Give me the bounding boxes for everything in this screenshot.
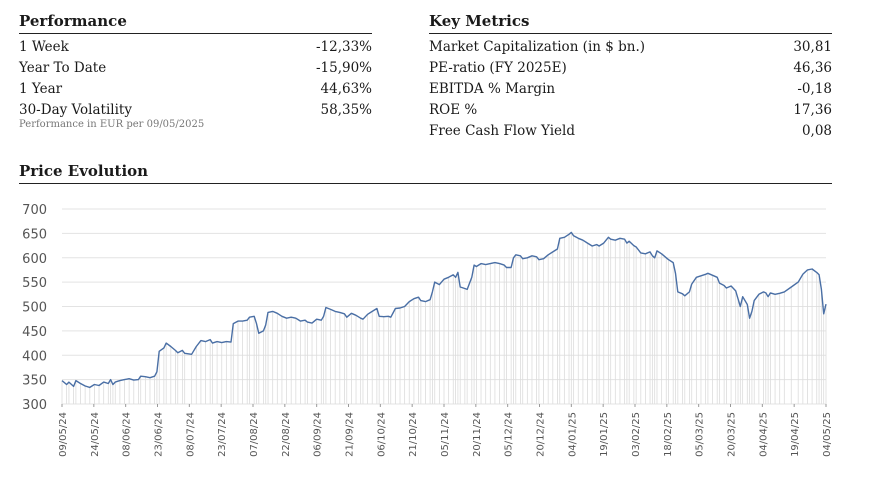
x-tick-label: 19/04/25 <box>790 412 801 457</box>
x-tick-label: 06/09/24 <box>313 412 324 457</box>
key-metrics-title: Key Metrics <box>429 12 832 34</box>
y-tick-label: 450 <box>22 325 47 340</box>
perf-label: 30-Day Volatility <box>19 102 132 118</box>
y-tick-label: 300 <box>22 398 47 413</box>
x-tick-label: 04/01/25 <box>567 412 578 457</box>
perf-row-volatility: 30-Day Volatility 58,35% <box>19 100 372 121</box>
metric-label: Free Cash Flow Yield <box>429 123 575 139</box>
metric-label: EBITDA % Margin <box>429 81 556 97</box>
x-tick-label: 18/02/25 <box>663 412 674 457</box>
metric-row-pe: PE-ratio (FY 2025E) 46,36 <box>429 58 832 79</box>
metric-label: ROE % <box>429 102 478 118</box>
metric-value: 46,36 <box>793 60 832 76</box>
x-tick-label: 20/03/25 <box>727 412 738 457</box>
metric-label: PE-ratio (FY 2025E) <box>429 60 567 76</box>
x-tick-label: 03/02/25 <box>631 412 642 457</box>
x-tick-label: 07/08/24 <box>249 412 260 457</box>
x-tick-label: 05/11/24 <box>440 412 451 457</box>
y-tick-label: 600 <box>22 252 47 267</box>
metric-row-fcf-yield: Free Cash Flow Yield 0,08 <box>429 121 832 142</box>
x-tick-label: 09/05/24 <box>58 412 69 457</box>
perf-value: -12,33% <box>315 39 372 55</box>
metric-row-ebitda: EBITDA % Margin -0,18 <box>429 79 832 100</box>
perf-row-1week: 1 Week -12,33% <box>19 37 372 58</box>
x-tick-label: 21/09/24 <box>345 412 356 457</box>
y-tick-label: 650 <box>22 227 47 242</box>
metric-value: 17,36 <box>793 102 832 118</box>
x-tick-label: 08/07/24 <box>185 412 196 457</box>
metric-row-roe: ROE % 17,36 <box>429 100 832 121</box>
x-tick-label: 21/10/24 <box>408 412 419 457</box>
perf-value: -15,90% <box>315 60 372 76</box>
key-metrics-panel: Key Metrics Market Capitalization (in $ … <box>429 12 832 142</box>
x-tick-label: 05/03/25 <box>695 412 706 457</box>
y-tick-label: 550 <box>22 276 47 291</box>
x-tick-label: 24/05/24 <box>90 412 101 457</box>
x-tick-label: 20/11/24 <box>472 412 483 457</box>
y-tick-label: 700 <box>22 203 47 218</box>
x-tick-label: 08/06/24 <box>122 412 133 457</box>
perf-row-1year: 1 Year 44,63% <box>19 79 372 100</box>
perf-label: 1 Week <box>19 39 69 55</box>
price-chart: 300 350 400 450 500 550 600 650 700 09/05/24 24/05… <box>22 203 833 457</box>
metric-value: 0,08 <box>801 123 832 139</box>
perf-row-ytd: Year To Date -15,90% <box>19 58 372 79</box>
y-tick-label: 500 <box>22 301 47 316</box>
x-tick-label: 22/08/24 <box>281 412 292 457</box>
metric-row-market-cap: Market Capitalization (in $ bn.) 30,81 <box>429 37 832 58</box>
x-tick-label: 23/06/24 <box>154 412 165 457</box>
y-tick-label: 400 <box>22 349 47 364</box>
y-tick-label: 350 <box>22 374 47 389</box>
chart-title: Price Evolution <box>19 162 832 184</box>
x-tick-label: 06/10/24 <box>376 412 387 457</box>
x-tick-label: 04/04/25 <box>758 412 769 457</box>
perf-label: 1 Year <box>19 81 63 97</box>
price-line <box>61 231 827 389</box>
metric-value: -0,18 <box>797 81 832 97</box>
metric-label: Market Capitalization (in $ bn.) <box>429 39 646 55</box>
performance-panel: Performance 1 Week -12,33% Year To Date -1… <box>19 12 372 131</box>
metric-value: 30,81 <box>793 39 832 55</box>
x-tick-label: 04/05/25 <box>822 412 833 457</box>
performance-note: Performance in EUR per 09/05/2025 <box>19 119 205 130</box>
x-tick-label: 23/07/24 <box>217 412 228 457</box>
x-tick-label: 19/01/25 <box>599 412 610 457</box>
perf-label: Year To Date <box>19 60 107 76</box>
perf-value: 44,63% <box>320 81 372 97</box>
x-tick-label: 05/12/24 <box>504 412 515 457</box>
perf-value: 58,35% <box>320 102 372 118</box>
x-tick-label: 20/12/24 <box>536 412 547 457</box>
performance-title: Performance <box>19 12 372 34</box>
